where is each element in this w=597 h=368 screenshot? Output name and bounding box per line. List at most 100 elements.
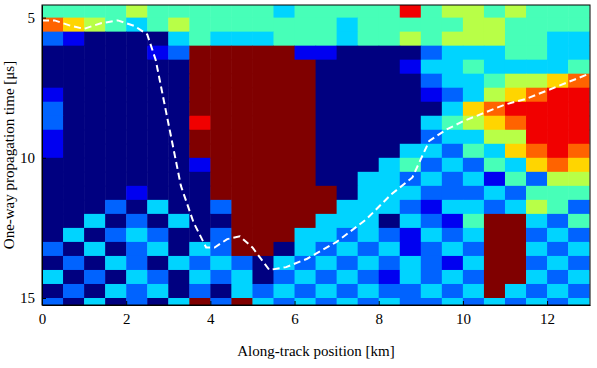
heatmap-cell bbox=[568, 102, 590, 117]
heatmap-cell bbox=[379, 5, 401, 18]
heatmap-cell bbox=[210, 256, 232, 271]
heatmap-cell bbox=[252, 102, 274, 117]
heatmap-cell bbox=[210, 172, 232, 187]
heatmap-cell bbox=[295, 200, 317, 215]
heatmap-cell bbox=[252, 270, 274, 285]
heatmap-cell bbox=[358, 144, 380, 159]
heatmap-cell bbox=[505, 228, 527, 243]
heatmap-cell bbox=[442, 130, 464, 145]
heatmap-cell bbox=[526, 200, 548, 215]
heatmap-cell bbox=[505, 200, 527, 215]
heatmap-cell bbox=[400, 144, 422, 159]
heatmap-cell bbox=[358, 116, 380, 131]
heatmap-cell bbox=[547, 242, 569, 257]
heatmap-cell bbox=[463, 116, 485, 131]
heatmap-cell bbox=[252, 200, 274, 215]
heatmap-cell bbox=[189, 298, 211, 305]
heatmap-cell bbox=[295, 32, 317, 47]
heatmap-cell bbox=[231, 88, 253, 103]
heatmap-cell bbox=[84, 214, 106, 229]
heatmap-cell bbox=[568, 228, 590, 243]
heatmap-cell bbox=[42, 242, 64, 257]
heatmap-cell bbox=[568, 88, 590, 103]
heatmap-cell bbox=[316, 18, 338, 33]
heatmap-cell bbox=[295, 214, 317, 229]
heatmap-cell bbox=[568, 172, 590, 187]
heatmap-cell bbox=[505, 158, 527, 173]
heatmap-cell bbox=[421, 60, 443, 75]
heatmap-cell bbox=[316, 256, 338, 271]
heatmap-cell bbox=[147, 74, 169, 89]
heatmap-cell bbox=[505, 46, 527, 61]
heatmap-cell bbox=[273, 32, 295, 47]
heatmap-cell bbox=[252, 46, 274, 61]
heatmap-cell bbox=[63, 228, 85, 243]
heatmap-cell bbox=[42, 228, 64, 243]
heatmap-cell bbox=[105, 270, 127, 285]
heatmap-cell bbox=[252, 256, 274, 271]
heatmap-cell bbox=[379, 284, 401, 299]
heatmap-cell bbox=[379, 256, 401, 271]
heatmap-cell bbox=[295, 60, 317, 75]
heatmap-cell bbox=[421, 158, 443, 173]
heatmap-cell bbox=[400, 158, 422, 173]
heatmap-cell bbox=[421, 18, 443, 33]
heatmap-cell bbox=[168, 270, 190, 285]
heatmap-cell bbox=[126, 158, 148, 173]
heatmap-cell bbox=[400, 32, 422, 47]
heatmap-cell bbox=[526, 242, 548, 257]
heatmap-cell bbox=[526, 270, 548, 285]
axis-line bbox=[43, 305, 591, 306]
heatmap-cell bbox=[147, 242, 169, 257]
heatmap-cell bbox=[337, 214, 359, 229]
heatmap-cell bbox=[484, 270, 506, 285]
heatmap-cell bbox=[358, 102, 380, 117]
heatmap-cell bbox=[337, 256, 359, 271]
heatmap-cell bbox=[379, 214, 401, 229]
heatmap-cell bbox=[337, 144, 359, 159]
heatmap-cell bbox=[84, 32, 106, 47]
heatmap-cell bbox=[463, 130, 485, 145]
heatmap-cell bbox=[42, 46, 64, 61]
heatmap-cell bbox=[526, 60, 548, 75]
heatmap-cell bbox=[421, 116, 443, 131]
heatmap-cell bbox=[231, 32, 253, 47]
heatmap-cell bbox=[442, 172, 464, 187]
heatmap-cell bbox=[126, 88, 148, 103]
heatmap-cell bbox=[484, 18, 506, 33]
heatmap-cell bbox=[442, 46, 464, 61]
heatmap-cell bbox=[316, 214, 338, 229]
heatmap-cell bbox=[168, 284, 190, 299]
heatmap-cell bbox=[210, 298, 232, 305]
heatmap-cell bbox=[316, 200, 338, 215]
heatmap-cell bbox=[421, 242, 443, 257]
heatmap-cell bbox=[42, 60, 64, 75]
heatmap-cell bbox=[547, 102, 569, 117]
heatmap-cell bbox=[63, 298, 85, 305]
heatmap-cell bbox=[442, 200, 464, 215]
heatmap-cell bbox=[189, 284, 211, 299]
heatmap-cell bbox=[84, 158, 106, 173]
heatmap-cell bbox=[210, 284, 232, 299]
heatmap-cell bbox=[84, 242, 106, 257]
heatmap-cell bbox=[400, 186, 422, 201]
heatmap-cell bbox=[105, 88, 127, 103]
heatmap-cell bbox=[379, 60, 401, 75]
heatmap-cell bbox=[273, 228, 295, 243]
heatmap-cell bbox=[126, 228, 148, 243]
heatmap-cell bbox=[316, 172, 338, 187]
heatmap-cell bbox=[126, 74, 148, 89]
heatmap-cell bbox=[379, 200, 401, 215]
heatmap-cell bbox=[168, 214, 190, 229]
heatmap-cell bbox=[189, 88, 211, 103]
heatmap-cell bbox=[231, 18, 253, 33]
heatmap-cell bbox=[147, 284, 169, 299]
heatmap-cell bbox=[337, 102, 359, 117]
heatmap-cell bbox=[547, 130, 569, 145]
tick-label: 8 bbox=[375, 311, 383, 327]
heatmap-cell bbox=[400, 18, 422, 33]
heatmap-cell bbox=[63, 172, 85, 187]
heatmap-cell bbox=[337, 74, 359, 89]
heatmap-cell bbox=[147, 172, 169, 187]
heatmap-cell bbox=[421, 214, 443, 229]
